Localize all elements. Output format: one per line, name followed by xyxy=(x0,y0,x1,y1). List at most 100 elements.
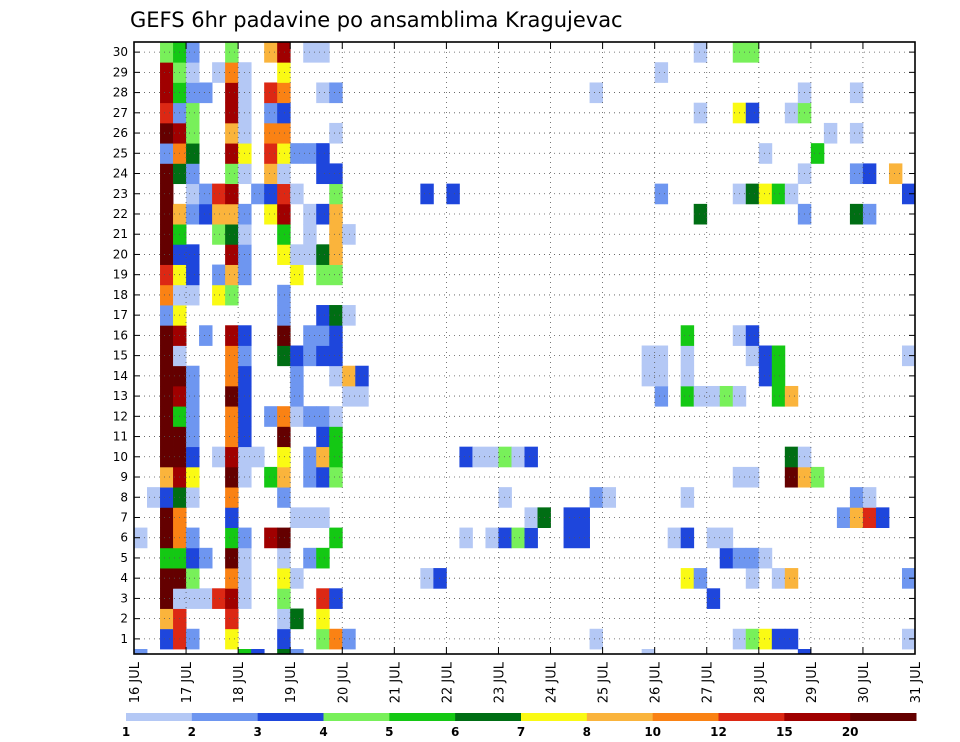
heatmap-cell xyxy=(316,82,330,104)
x-tick-label: 28 JUL xyxy=(753,661,768,703)
heatmap-cell xyxy=(212,264,226,286)
heatmap-cell xyxy=(199,547,213,569)
heatmap-cell xyxy=(849,163,864,185)
heatmap-cell xyxy=(329,244,343,265)
heatmap-cell xyxy=(264,183,278,205)
heatmap-cell xyxy=(563,527,590,549)
heatmap-cells xyxy=(134,42,916,654)
heatmap-cell xyxy=(160,224,174,245)
heatmap-cell xyxy=(290,406,304,427)
heatmap-cell xyxy=(758,547,773,569)
heatmap-cell xyxy=(316,547,330,569)
heatmap-cell xyxy=(836,507,851,528)
heatmap-cell xyxy=(277,588,291,609)
heatmap-cell xyxy=(719,547,734,569)
heatmap-cell xyxy=(160,143,174,164)
heatmap-cell xyxy=(277,608,291,630)
y-tick-label: 26 xyxy=(113,126,128,140)
legend-label: 7 xyxy=(517,725,525,739)
heatmap-cell xyxy=(173,284,200,306)
legend-swatch xyxy=(191,713,259,721)
heatmap-cell xyxy=(810,466,825,488)
heatmap-cell xyxy=(277,426,291,448)
heatmap-cell xyxy=(160,284,174,306)
heatmap-cell xyxy=(225,345,239,367)
legend-label: 3 xyxy=(253,725,261,739)
heatmap-cell xyxy=(160,446,174,468)
x-tick-label: 24 JUL xyxy=(545,661,560,703)
heatmap-cell xyxy=(901,183,916,205)
x-tick-label: 27 JUL xyxy=(701,661,716,703)
x-tick-label: 30 JUL xyxy=(857,661,872,703)
heatmap-cell xyxy=(290,345,304,367)
legend-swatch xyxy=(521,713,588,721)
heatmap-cell xyxy=(290,264,304,286)
heatmap-cell xyxy=(160,608,174,630)
heatmap-cell xyxy=(342,224,356,245)
heatmap-cell xyxy=(758,365,773,387)
heatmap-cell xyxy=(329,203,343,225)
heatmap-cell xyxy=(745,568,760,589)
y-tick-label: 7 xyxy=(120,510,128,524)
heatmap-cell xyxy=(225,426,239,448)
heatmap-cell xyxy=(329,122,343,144)
heatmap-cell xyxy=(277,42,291,63)
heatmap-cell xyxy=(277,143,291,164)
heatmap-cell xyxy=(225,527,239,549)
heatmap-cell xyxy=(784,568,799,589)
heatmap-cell xyxy=(654,62,669,83)
heatmap-cell xyxy=(329,406,343,427)
heatmap-cell xyxy=(225,568,239,589)
heatmap-cell xyxy=(329,224,343,245)
heatmap-cell xyxy=(784,446,799,468)
legend-label: 8 xyxy=(583,725,591,739)
heatmap-cell xyxy=(771,345,786,367)
heatmap-cell xyxy=(329,426,343,448)
y-tick-label: 6 xyxy=(120,531,128,545)
x-tick-label: 31 JUL xyxy=(909,661,924,703)
heatmap-cell xyxy=(849,203,864,225)
heatmap-cell xyxy=(771,365,786,387)
legend-label: 20 xyxy=(842,725,859,739)
heatmap-cell xyxy=(225,446,239,468)
heatmap-cell xyxy=(225,487,239,508)
heatmap-cell xyxy=(316,426,330,448)
heatmap-cell xyxy=(316,588,330,609)
heatmap-cell xyxy=(225,608,239,630)
heatmap-cell xyxy=(342,305,356,326)
heatmap-cell xyxy=(186,365,200,387)
heatmap-cell xyxy=(745,183,760,205)
heatmap-cell xyxy=(277,203,291,225)
heatmap-cell xyxy=(589,628,603,650)
heatmap-cell xyxy=(498,446,512,468)
heatmap-cell xyxy=(212,183,226,205)
heatmap-cell xyxy=(160,163,174,185)
heatmap-cell xyxy=(225,284,239,306)
heatmap-cell xyxy=(186,406,200,427)
heatmap-cell xyxy=(290,143,304,164)
x-tick-label: 25 JUL xyxy=(597,661,612,703)
y-tick-label: 25 xyxy=(113,146,128,160)
heatmap-cell xyxy=(277,284,291,306)
y-tick-label: 2 xyxy=(120,612,128,626)
heatmap-cell xyxy=(758,143,773,164)
heatmap-cell xyxy=(823,122,838,144)
heatmap-cell xyxy=(160,588,174,609)
heatmap-cell xyxy=(277,487,291,508)
heatmap-cell xyxy=(160,82,174,104)
x-tick-label: 22 JUL xyxy=(440,661,455,703)
heatmap-cell xyxy=(888,163,903,185)
heatmap-cell xyxy=(160,527,174,549)
heatmap-cell xyxy=(680,568,695,589)
heatmap-cell xyxy=(225,42,239,63)
heatmap-cell xyxy=(277,466,291,488)
heatmap-cell xyxy=(160,102,174,124)
heatmap-cell xyxy=(498,487,512,508)
heatmap-cell xyxy=(589,487,603,508)
heatmap-cell xyxy=(810,143,825,164)
heatmap-cell xyxy=(225,588,239,609)
heatmap-cell xyxy=(186,102,200,124)
legend-label: 1 xyxy=(122,725,130,739)
heatmap-cell xyxy=(511,527,525,549)
heatmap-cell xyxy=(225,547,239,569)
